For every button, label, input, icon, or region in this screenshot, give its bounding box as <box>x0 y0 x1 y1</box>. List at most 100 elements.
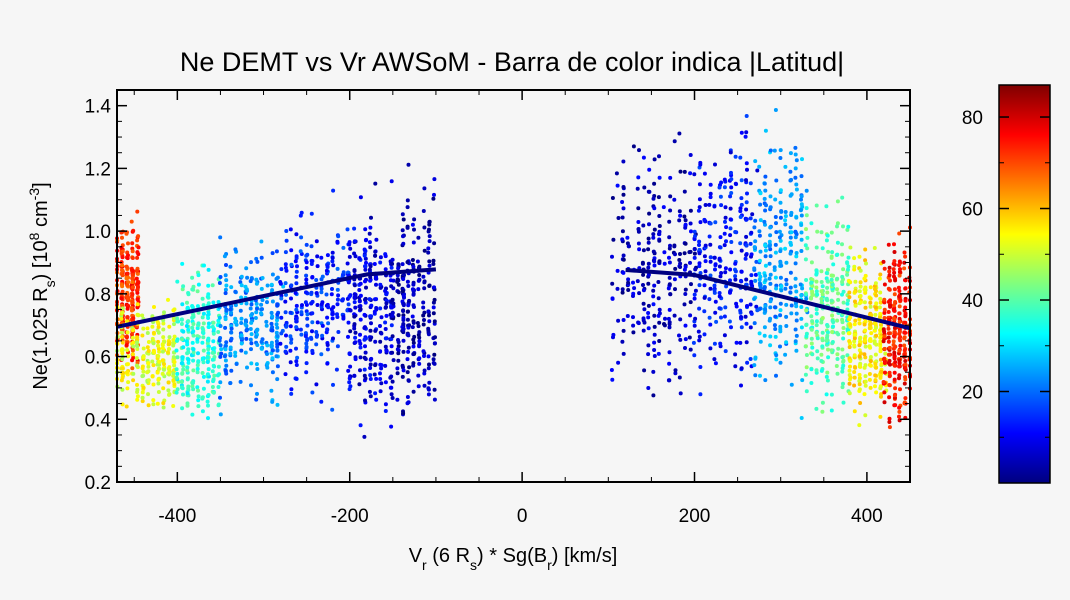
data-point <box>130 299 135 304</box>
data-point <box>868 359 873 364</box>
data-point <box>383 344 388 349</box>
data-point <box>223 368 228 373</box>
data-point <box>846 267 850 272</box>
data-point <box>238 280 243 285</box>
data-point <box>743 314 748 319</box>
data-point <box>848 364 852 369</box>
data-point <box>275 334 280 339</box>
data-point <box>729 170 733 175</box>
data-point <box>120 402 125 407</box>
data-point <box>882 307 887 312</box>
data-point <box>172 360 177 364</box>
data-point <box>835 224 839 229</box>
data-point <box>372 372 377 377</box>
data-point <box>858 268 863 273</box>
data-point <box>635 186 640 191</box>
data-point <box>892 274 896 279</box>
data-point <box>264 319 269 324</box>
data-point <box>898 298 903 303</box>
data-point <box>134 356 139 361</box>
data-point <box>160 342 165 347</box>
data-point <box>845 301 850 306</box>
y-tick-label: 1.0 <box>85 222 111 243</box>
data-point <box>748 181 753 186</box>
data-point <box>140 399 145 404</box>
data-point <box>882 310 887 315</box>
data-point <box>815 349 820 354</box>
data-point <box>210 369 215 374</box>
data-point <box>702 283 707 288</box>
data-point <box>431 196 436 201</box>
data-point <box>778 215 783 220</box>
data-point <box>768 299 773 304</box>
data-point <box>863 355 868 360</box>
data-point <box>223 344 228 349</box>
data-point <box>794 215 799 220</box>
data-point <box>274 354 279 359</box>
data-point <box>857 382 862 387</box>
data-point <box>320 333 325 338</box>
data-point <box>897 348 902 353</box>
data-point <box>794 348 799 353</box>
data-point <box>829 392 834 397</box>
data-point <box>130 366 135 371</box>
data-point <box>646 352 651 357</box>
data-point <box>724 239 728 244</box>
data-point <box>352 283 357 288</box>
data-point <box>330 250 335 255</box>
data-point <box>682 189 687 194</box>
data-point <box>897 311 902 316</box>
data-point <box>668 292 673 297</box>
data-point <box>621 192 626 197</box>
data-point <box>126 253 130 258</box>
data-point <box>383 254 388 259</box>
data-point <box>763 248 768 253</box>
data-point <box>389 392 394 397</box>
data-point <box>259 255 264 260</box>
data-point <box>677 209 682 214</box>
data-point <box>171 355 176 360</box>
data-point <box>621 159 626 164</box>
data-point <box>135 271 140 276</box>
data-point <box>793 276 798 281</box>
data-point <box>733 154 738 159</box>
data-point <box>804 389 809 394</box>
data-point <box>867 377 872 382</box>
data-point <box>125 370 130 375</box>
data-point <box>642 320 647 325</box>
data-point <box>210 357 215 362</box>
data-point <box>206 367 211 372</box>
data-point <box>254 329 259 333</box>
data-point <box>152 350 156 355</box>
data-point <box>201 303 206 308</box>
data-point <box>789 382 794 387</box>
x-tick-label: -200 <box>331 506 369 527</box>
data-point <box>219 351 224 356</box>
data-point <box>270 370 275 375</box>
data-point <box>156 325 161 329</box>
data-point <box>270 399 275 404</box>
data-point <box>265 300 269 305</box>
data-point <box>673 371 678 376</box>
data-point <box>800 378 805 383</box>
data-point <box>363 267 368 272</box>
data-point <box>858 294 863 298</box>
data-point <box>662 261 667 266</box>
data-point <box>641 288 646 293</box>
data-point <box>145 331 150 335</box>
data-point <box>422 280 427 285</box>
data-point <box>631 280 635 285</box>
data-point <box>824 392 829 397</box>
data-point <box>283 262 288 267</box>
data-point <box>887 420 892 424</box>
data-point <box>191 347 196 352</box>
data-point <box>129 305 134 310</box>
data-point <box>229 285 234 290</box>
data-point <box>835 352 840 357</box>
data-point <box>245 275 250 280</box>
data-point <box>621 328 626 333</box>
data-point <box>378 362 383 367</box>
data-point <box>294 376 299 381</box>
data-point <box>145 370 150 375</box>
data-point <box>186 327 191 332</box>
